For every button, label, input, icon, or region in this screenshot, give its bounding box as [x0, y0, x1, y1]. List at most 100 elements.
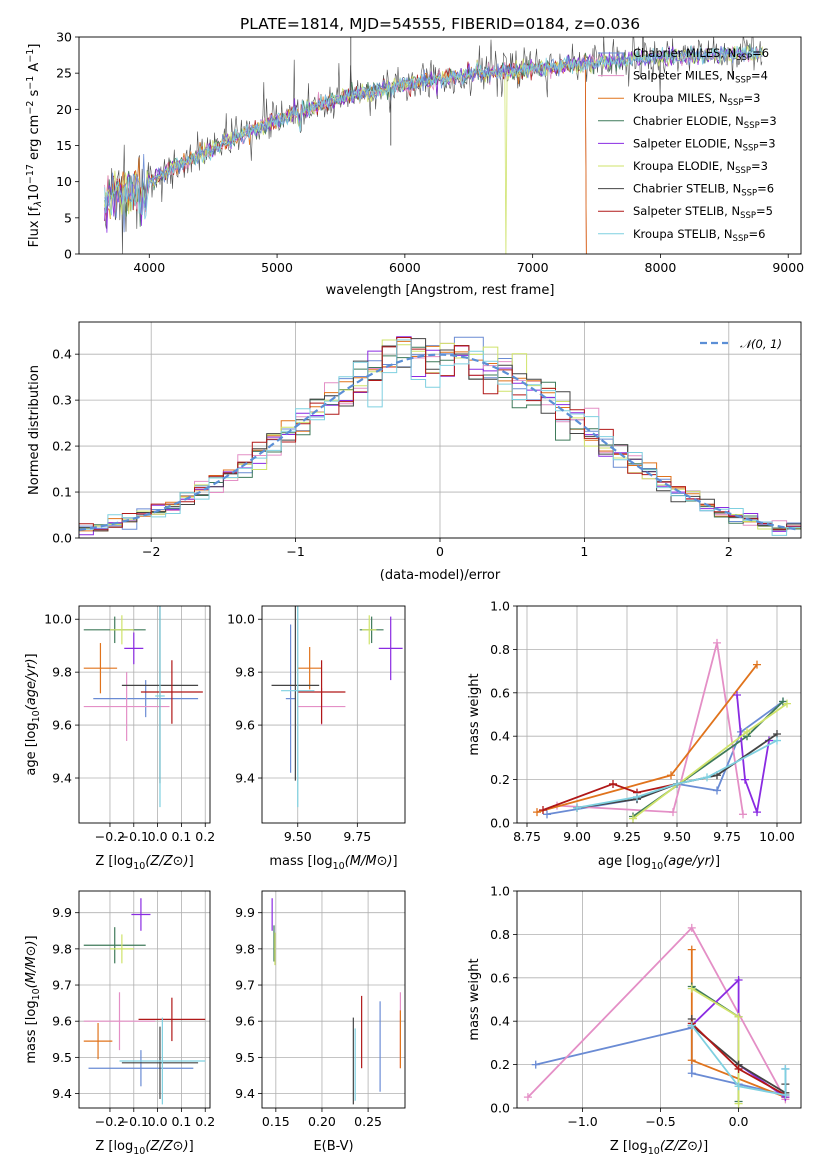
errorbar-kroupa-stelib: [281, 606, 315, 808]
mass-vs-metallicity-panel: −0.2−0.10.0 0.1 0.2 9.4 9.5 9.6 9.7 9.8 9.9 Z [lo…: [24, 890, 215, 1157]
histogram-legend: 𝒩(0, 1): [700, 337, 782, 351]
y-tick-label: 10.0: [227, 612, 255, 627]
legend-label-normal: 𝒩(0, 1): [740, 337, 782, 351]
errorbar-kroupa-miles: [83, 1023, 113, 1060]
mass-weight-series-kroupa-elodie: [629, 699, 791, 823]
x-tick-label: 8.75: [513, 829, 541, 844]
series-point: [773, 736, 781, 745]
axes: −0.2−0.10.0 0.1 0.2 9.4 9.5 9.6 9.7 9.8 9.9: [52, 890, 215, 1129]
plot-area: [83, 606, 203, 808]
axes: 0.15 0.20 0.25 9.4 9.5 9.6 9.7 9.8 9.9: [235, 890, 406, 1129]
errorbar-kroupa-elodie: [109, 615, 134, 645]
y-tick-label: 10: [56, 174, 72, 189]
series-point: [669, 808, 677, 817]
mass-weight-series-kroupa-stelib: [573, 736, 781, 812]
x-tick-label: −0.2: [95, 829, 125, 844]
x-tick-label: 9.50: [663, 829, 691, 844]
x-tick-label: 0: [436, 544, 444, 559]
axes-frame: [516, 890, 802, 1109]
series-point: [533, 808, 541, 817]
y-tick-label: 0.0: [52, 531, 72, 546]
grid-lines: [79, 891, 210, 1108]
axes-frame: [516, 605, 802, 824]
residual-histogram-panel: −2 −1 0 1 2 0.0 0.1 0.2 0.3 0.4 𝒩(0, 1) (data-model…: [27, 321, 802, 583]
y-tick-label: 0.6: [490, 970, 510, 985]
y-tick-label: 9.8: [52, 665, 72, 680]
mass-weight-series-kroupa-stelib: [687, 1021, 790, 1099]
y-tick-label: 9.4: [52, 1086, 72, 1101]
y-tick-label: 9.7: [235, 978, 255, 993]
series-point: [687, 1069, 696, 1078]
series-line: [556, 642, 744, 815]
spectrum-panel: 4000 5000 6000 7000 8000 9000 0 5 10 15 20 25 30 wave…: [25, 30, 804, 299]
y-tick-label: 9.5: [235, 1050, 255, 1065]
x-tick-label: −2: [142, 544, 160, 559]
x-axis-label: age [log10(age/yr)]: [598, 854, 720, 872]
y-tick-label: 20: [56, 102, 72, 117]
series-point: [753, 808, 761, 817]
y-tick-label: 9.9: [235, 905, 255, 920]
histogram-kroupa-stelib: [79, 339, 801, 538]
age-vs-mass-panel: 9.50 9.75 9.4 9.6 9.8 10.0 mass [log10(M/M⊙)]: [227, 605, 406, 872]
y-tick-label: 0: [64, 247, 72, 262]
plot-area: [104, 37, 763, 254]
legend-label-salpeter-elodie: Salpeter ELODIE, NSSP=3: [633, 136, 776, 153]
axes: 9.50 9.75 9.4 9.6 9.8 10.0: [227, 605, 406, 844]
y-tick-label: 1.0: [490, 599, 510, 614]
y-tick-label: 10.0: [44, 612, 72, 627]
series-point: [523, 1093, 532, 1102]
x-axis-label: E(B-V): [313, 1139, 353, 1154]
y-tick-label: 0.4: [52, 347, 72, 362]
spectrum-legend: Chabrier MILES, NSSP=6 Salpeter MILES, NS…: [598, 46, 777, 244]
x-tick-label: 0.2: [195, 1114, 215, 1129]
x-tick-label: 0.25: [354, 1114, 382, 1129]
y-tick-label: 0.0: [490, 1101, 510, 1116]
x-tick-label: −0.2: [95, 1114, 125, 1129]
series-point: [741, 775, 749, 784]
x-tick-label: 4000: [133, 260, 165, 275]
series-line: [542, 782, 678, 811]
x-tick-label: 0.1: [171, 1114, 191, 1129]
y-tick-label: 9.6: [235, 1014, 255, 1029]
y-tick-label: 9.8: [235, 941, 255, 956]
errorbar-kroupa-miles: [83, 643, 118, 694]
mass-weight-vs-age-panel: 8.75 9.00 9.25 9.50 9.75 10.00 0.0 0.2 0.4 0.6 0.8…: [467, 599, 802, 872]
series-point: [781, 1090, 790, 1099]
mass-weight-vs-metallicity-panel: −1.0 −0.5 0.0 0.0 0.2 0.4 0.6 0.8 1.0 Z [log10(Z/…: [467, 884, 802, 1157]
y-tick-label: 0.0: [490, 816, 510, 831]
y-tick-label: 9.5: [52, 1050, 72, 1065]
legend-label-salpeter-miles: Salpeter MILES, NSSP=4: [633, 69, 768, 86]
y-tick-label: 0.6: [490, 685, 510, 700]
plot-area: [83, 898, 206, 1105]
series-point: [543, 810, 551, 819]
axes: −0.2−0.10.0 0.1 0.2 9.4 9.6 9.8 10.0: [44, 605, 215, 844]
axes-frame: [261, 890, 406, 1109]
x-axis-label: Z [log10(Z/Z⊙)]: [610, 1139, 708, 1157]
series-point: [609, 779, 617, 788]
figure-title: PLATE=1814, MJD=54555, FIBERID=0184, z=0…: [240, 15, 640, 33]
y-tick-label: 9.6: [52, 1014, 72, 1029]
x-tick-label: 9.75: [343, 829, 371, 844]
grid-lines: [79, 606, 210, 823]
x-axis-label: wavelength [Angstrom, rest frame]: [326, 283, 555, 298]
series-point: [687, 945, 696, 954]
series-point: [713, 638, 721, 647]
series-line: [546, 700, 784, 816]
errorbar-kroupa-elodie: [362, 615, 377, 645]
series-point: [687, 923, 696, 932]
plot-area: [271, 606, 403, 808]
axes-frame: [78, 890, 211, 1109]
series-point: [673, 779, 681, 788]
y-tick-label: 0.4: [490, 1014, 510, 1029]
legend-label-chabrier-stelib: Chabrier STELIB, NSSP=6: [633, 182, 774, 199]
series-point: [734, 1064, 743, 1073]
axes-frame: [78, 321, 802, 539]
series-point: [687, 1056, 696, 1065]
grid-lines: [262, 606, 405, 823]
errorbar-chabrier-miles: [93, 680, 199, 718]
x-tick-label: −1.0: [567, 1114, 597, 1129]
y-tick-label: 0.1: [52, 485, 72, 500]
y-tick-label: 0.2: [490, 772, 510, 787]
errorbar-salpeter-elodie: [378, 616, 403, 681]
x-tick-label: 0.2: [195, 829, 215, 844]
